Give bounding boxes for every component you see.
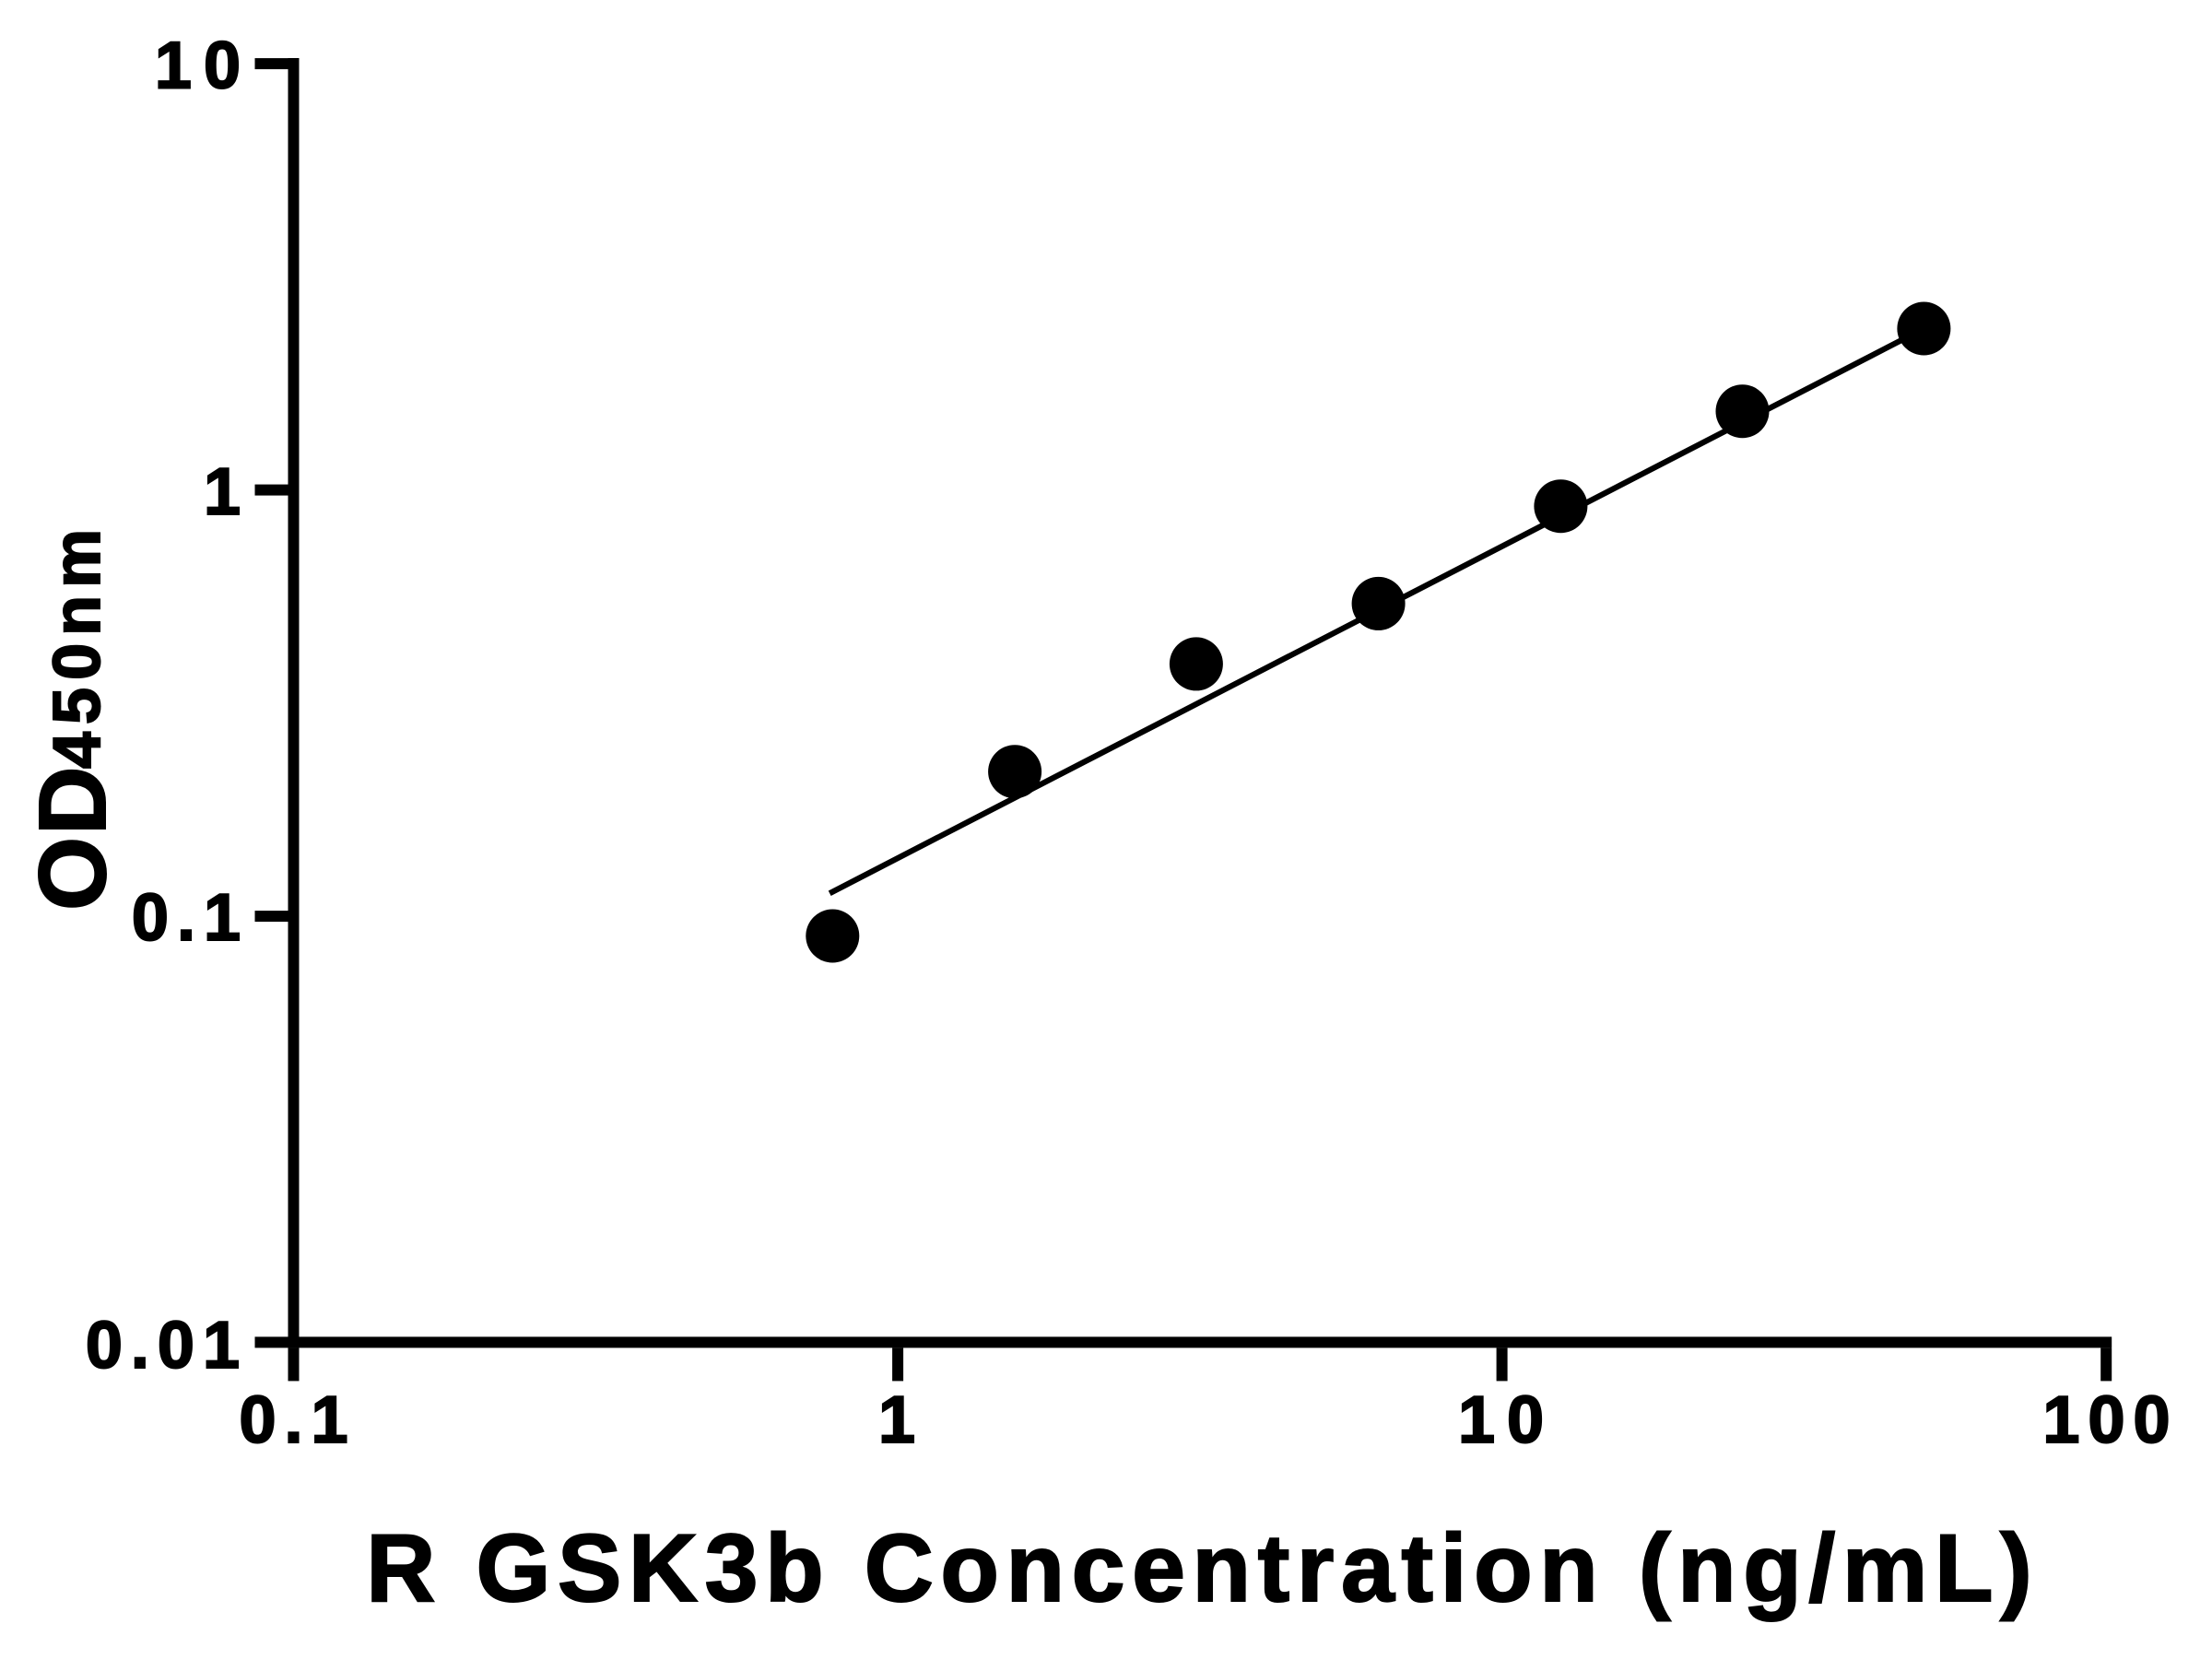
svg-text:1: 1 <box>204 455 246 529</box>
svg-text:100: 100 <box>2042 1383 2178 1457</box>
svg-text:R GSK3b Concentration (ng/mL): R GSK3b Concentration (ng/mL) <box>366 1515 2039 1622</box>
svg-text:10: 10 <box>155 29 253 102</box>
svg-text:0.1: 0.1 <box>239 1383 356 1457</box>
svg-text:450nm: 450nm <box>41 522 114 769</box>
svg-text:0.1: 0.1 <box>132 881 249 955</box>
svg-text:OD: OD <box>19 765 125 912</box>
svg-text:10: 10 <box>1458 1383 1556 1457</box>
svg-text:0.01: 0.01 <box>86 1309 248 1382</box>
svg-text:1: 1 <box>878 1383 921 1457</box>
